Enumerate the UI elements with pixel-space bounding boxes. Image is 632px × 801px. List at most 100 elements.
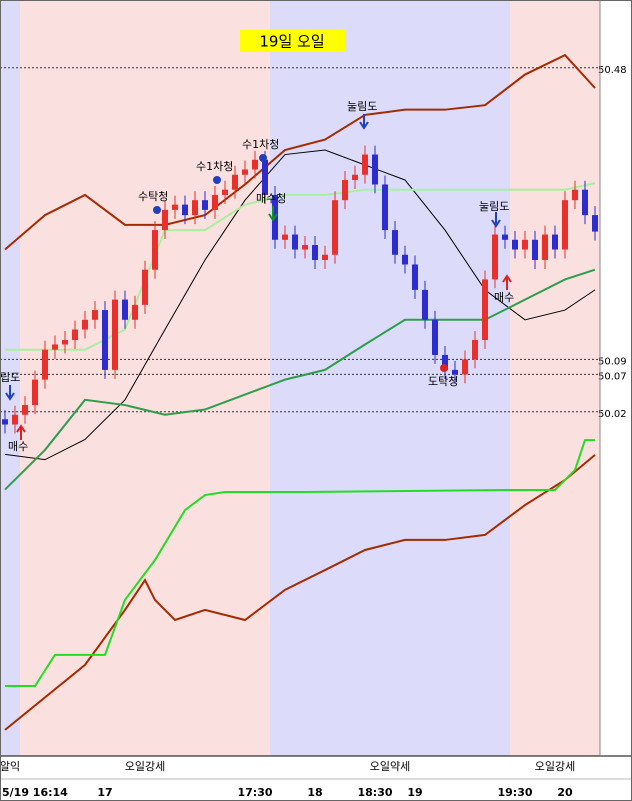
candle-body (582, 189, 588, 216)
chart-title: 19일 오일 (259, 33, 324, 51)
annotation: 매수청 (256, 192, 286, 205)
candle-body (112, 299, 118, 370)
level-label: 50.07 (598, 371, 627, 382)
candle-body (412, 264, 418, 290)
line (4, 454, 596, 731)
x-tick-label: 17:30 (237, 786, 272, 799)
candle-body (302, 245, 308, 250)
candle-body (222, 189, 228, 195)
zone (20, 0, 270, 756)
candle-body (192, 200, 198, 216)
zone (0, 0, 20, 756)
signal-dot (440, 364, 448, 372)
candle-body (552, 234, 558, 250)
candle-body (372, 154, 378, 185)
zone (510, 0, 600, 756)
line (5, 439, 595, 687)
arrow-down (268, 206, 278, 222)
labels: 알익 오일강세 오일약세 오일강세 50.48 50.09 50.07 50.02 5/19 1… (0, 65, 627, 799)
candle-body (232, 174, 238, 190)
candle-body (482, 279, 488, 340)
zone-label: 오일강세 (535, 759, 575, 773)
arrow-up (502, 274, 512, 290)
x-tick-label: 18:30 (357, 786, 392, 799)
arrow-up (16, 424, 26, 440)
candle-body (202, 200, 208, 210)
signals (5, 114, 512, 440)
title-box (240, 30, 345, 52)
candle-body (572, 189, 578, 201)
candle-body (92, 310, 98, 320)
candle-body (322, 254, 328, 260)
candle-body (492, 234, 498, 280)
candle-body (502, 234, 508, 240)
candle-body (52, 344, 58, 350)
candle-body (562, 200, 568, 250)
signal-dot (213, 176, 221, 184)
candle-body (442, 354, 448, 370)
annotation: 수1차청 (196, 160, 233, 173)
candle-body (432, 319, 438, 355)
x-tick-label: 18 (307, 786, 322, 799)
candle-body (282, 234, 288, 240)
candle-body (252, 159, 258, 170)
zone (270, 0, 510, 756)
signal-dot (259, 154, 267, 162)
background (0, 0, 600, 756)
candle-body (212, 194, 218, 210)
candle-body (162, 209, 168, 231)
candle-body (142, 269, 148, 305)
candle-body (362, 154, 368, 175)
candle-body (172, 204, 178, 210)
candle-body (12, 414, 18, 425)
x-tick-label: 20 (557, 786, 573, 799)
candle-body (292, 234, 298, 250)
candle-body (242, 169, 248, 175)
candle-body (402, 254, 408, 265)
signal-dot (153, 206, 161, 214)
candle-body (82, 319, 88, 330)
candle-body (182, 204, 188, 216)
zone-label: 오일약세 (370, 759, 410, 773)
candle-body (522, 239, 528, 250)
annotation: 눌림도 (347, 100, 377, 113)
annotation: 수탁청 (138, 190, 168, 203)
x-tick-label: 19:30 (497, 786, 532, 799)
candle-body (42, 349, 48, 380)
annotation: 립도 (0, 371, 20, 384)
candle-body (32, 379, 38, 406)
indicator-lines (4, 53, 596, 731)
line (4, 268, 596, 491)
x-tick-label: 5/19 16:14 (2, 786, 68, 799)
level-label: 50.48 (598, 65, 627, 76)
zone-label: 알익 (0, 759, 20, 773)
candle-body (152, 230, 158, 270)
arrow-down (5, 385, 15, 401)
zone-label: 오일강세 (125, 759, 165, 773)
x-tick-label: 19 (407, 786, 422, 799)
candle-body (542, 234, 548, 260)
candle-body (472, 339, 478, 360)
annotation: 눌림도 (479, 200, 509, 213)
line (4, 53, 596, 251)
candle-body (122, 299, 128, 320)
candle-body (592, 215, 598, 232)
candle-body (132, 304, 138, 320)
candle-body (462, 359, 468, 375)
annotation: 도탁청 (428, 375, 458, 388)
annotation: 매수 (8, 440, 28, 453)
level-label: 50.02 (598, 409, 627, 420)
candle-body (422, 289, 428, 320)
arrow-down (491, 212, 501, 228)
annotation: 수1차청 (242, 138, 279, 151)
candle-body (342, 179, 348, 201)
level-label: 50.09 (598, 356, 627, 367)
annotation: 매수 (494, 291, 514, 304)
candle-body (452, 369, 458, 375)
candle-body (72, 329, 78, 340)
candle-body (102, 310, 108, 370)
candles (2, 145, 598, 434)
candle-body (392, 230, 398, 255)
candle-body (512, 239, 518, 250)
candle-body (262, 159, 268, 195)
